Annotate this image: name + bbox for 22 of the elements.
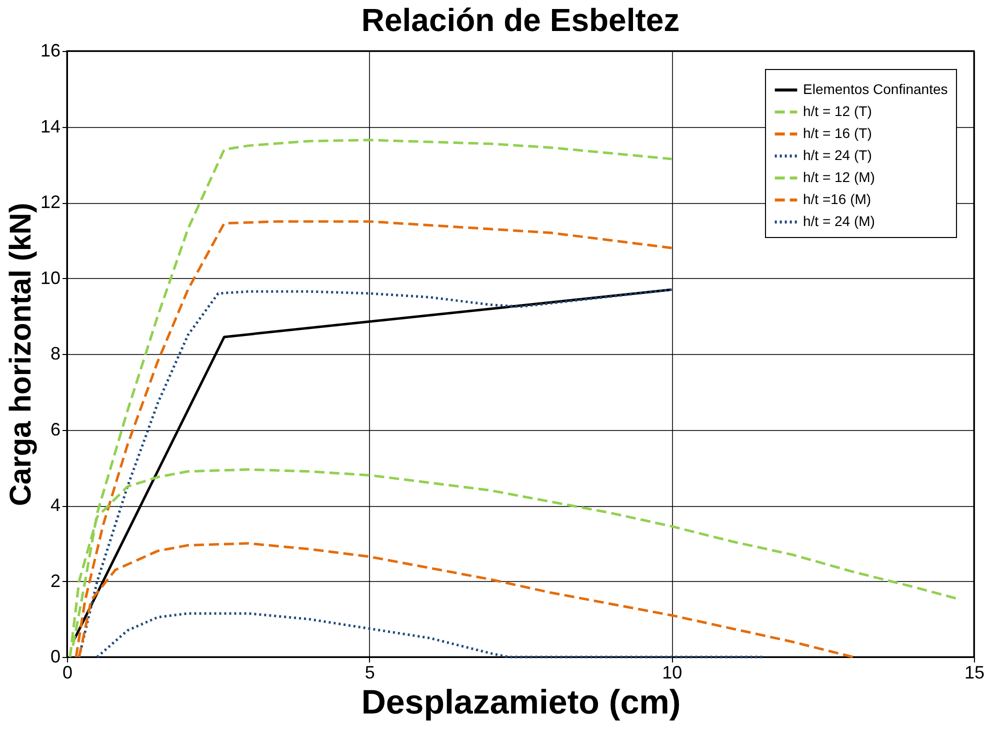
y-tick-label: 4 bbox=[50, 495, 60, 515]
legend-label: h/t = 12 (M) bbox=[803, 169, 875, 185]
y-tick-label: 16 bbox=[40, 40, 60, 60]
y-tick-label: 10 bbox=[40, 268, 60, 288]
x-tick-label: 15 bbox=[964, 662, 985, 682]
y-tick-label: 6 bbox=[50, 419, 60, 440]
y-tick-label: 14 bbox=[40, 116, 60, 136]
legend-label: Elementos Confinantes bbox=[803, 81, 948, 97]
y-axis-title: Carga horizontal (kN) bbox=[4, 202, 38, 506]
y-tick-label: 8 bbox=[50, 344, 60, 364]
chart-title: Relación de Esbeltez bbox=[361, 2, 680, 38]
y-tick-label: 12 bbox=[40, 192, 60, 212]
y-tick-label: 0 bbox=[50, 646, 60, 666]
legend-label: h/t = 24 (T) bbox=[803, 147, 872, 163]
legend-label: h/t =16 (M) bbox=[803, 191, 872, 207]
x-tick-label: 10 bbox=[662, 662, 682, 682]
legend-label: h/t = 12 (T) bbox=[803, 103, 872, 119]
x-tick-label: 5 bbox=[364, 662, 375, 682]
x-axis-title: Desplazamieto (cm) bbox=[361, 684, 681, 722]
legend-label: h/t = 24 (M) bbox=[803, 213, 875, 229]
y-tick-label: 2 bbox=[50, 570, 60, 591]
legend-label: h/t = 16 (T) bbox=[803, 125, 872, 141]
